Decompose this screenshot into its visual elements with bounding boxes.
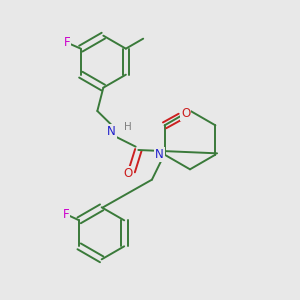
Text: O: O [181,107,190,120]
Text: N: N [107,125,116,138]
Text: F: F [62,208,69,221]
Text: O: O [124,167,133,180]
Text: H: H [124,122,131,132]
Text: N: N [155,148,164,161]
Text: F: F [64,36,70,49]
